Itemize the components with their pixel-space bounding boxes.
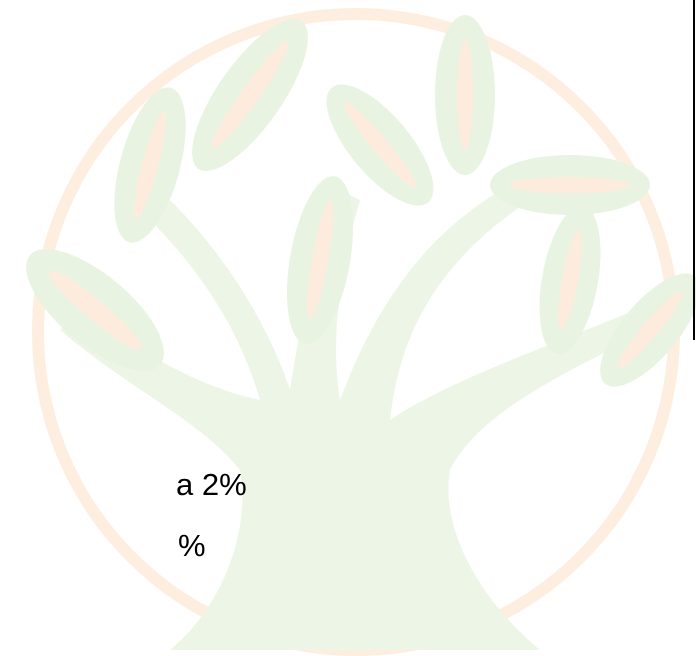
text-line: a 2% xyxy=(176,469,247,500)
page: a 2% % (() => { const data = JSON.parse(… xyxy=(0,0,696,656)
watermark-logo xyxy=(0,0,696,656)
text-line: % xyxy=(178,530,206,561)
